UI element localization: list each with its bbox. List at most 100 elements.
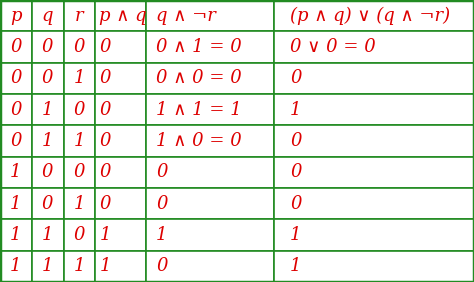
Text: 0: 0 <box>100 101 111 119</box>
Bar <box>32 157 64 188</box>
Bar <box>146 157 274 188</box>
Bar <box>274 188 474 219</box>
Bar <box>0 0 32 31</box>
Text: q ∧ ¬r: q ∧ ¬r <box>156 7 216 25</box>
Bar <box>274 94 474 125</box>
Text: 0: 0 <box>10 132 22 150</box>
Bar <box>64 157 95 188</box>
Text: 0: 0 <box>100 163 111 181</box>
Text: 0: 0 <box>10 38 22 56</box>
Text: 0: 0 <box>156 163 168 181</box>
Bar <box>95 188 146 219</box>
Bar <box>274 251 474 282</box>
Text: 0: 0 <box>156 257 168 275</box>
Bar <box>32 125 64 157</box>
Bar <box>95 0 146 31</box>
Bar <box>32 63 64 94</box>
Bar <box>146 219 274 251</box>
Text: q: q <box>42 7 54 25</box>
Text: 1: 1 <box>42 132 54 150</box>
Bar <box>64 251 95 282</box>
Bar <box>32 31 64 63</box>
Text: 0: 0 <box>42 195 54 213</box>
Text: 1: 1 <box>73 69 85 87</box>
Bar <box>146 63 274 94</box>
Bar <box>274 125 474 157</box>
Bar <box>64 188 95 219</box>
Text: 1: 1 <box>73 195 85 213</box>
Bar <box>95 94 146 125</box>
Text: 0: 0 <box>100 38 111 56</box>
Bar <box>95 157 146 188</box>
Text: 1 ∧ 0 = 0: 1 ∧ 0 = 0 <box>156 132 242 150</box>
Bar <box>95 63 146 94</box>
Bar <box>64 0 95 31</box>
Text: 0: 0 <box>42 163 54 181</box>
Bar <box>146 188 274 219</box>
Bar <box>274 31 474 63</box>
Bar <box>0 157 32 188</box>
Text: 1: 1 <box>73 257 85 275</box>
Bar <box>0 125 32 157</box>
Bar <box>0 31 32 63</box>
Bar <box>146 31 274 63</box>
Bar <box>32 188 64 219</box>
Text: (p ∧ q) ∨ (q ∧ ¬r): (p ∧ q) ∨ (q ∧ ¬r) <box>290 6 450 25</box>
Text: 0: 0 <box>73 226 85 244</box>
Text: 1: 1 <box>10 226 22 244</box>
Bar <box>64 63 95 94</box>
Text: r: r <box>75 7 84 25</box>
Text: 0: 0 <box>10 69 22 87</box>
Text: 1: 1 <box>290 101 301 119</box>
Text: 0: 0 <box>156 195 168 213</box>
Text: 0 ∨ 0 = 0: 0 ∨ 0 = 0 <box>290 38 376 56</box>
Bar <box>0 63 32 94</box>
Text: 0: 0 <box>290 163 301 181</box>
Text: 1: 1 <box>156 226 168 244</box>
Text: 1: 1 <box>42 257 54 275</box>
Bar <box>146 94 274 125</box>
Bar <box>274 219 474 251</box>
Text: 0: 0 <box>42 38 54 56</box>
Text: 0: 0 <box>100 132 111 150</box>
Text: p ∧ q: p ∧ q <box>100 7 147 25</box>
Bar <box>146 251 274 282</box>
Bar <box>146 125 274 157</box>
Text: 1: 1 <box>10 257 22 275</box>
Bar <box>32 251 64 282</box>
Text: 0: 0 <box>290 195 301 213</box>
Bar <box>146 0 274 31</box>
Bar <box>64 219 95 251</box>
Text: p: p <box>10 7 22 25</box>
Bar <box>274 0 474 31</box>
Text: 1: 1 <box>100 226 111 244</box>
Bar <box>32 0 64 31</box>
Text: 0: 0 <box>73 38 85 56</box>
Bar <box>95 251 146 282</box>
Text: 0: 0 <box>290 132 301 150</box>
Text: 0 ∧ 0 = 0: 0 ∧ 0 = 0 <box>156 69 242 87</box>
Bar <box>64 94 95 125</box>
Bar <box>0 94 32 125</box>
Bar <box>64 125 95 157</box>
Bar <box>274 157 474 188</box>
Bar <box>95 219 146 251</box>
Bar <box>0 188 32 219</box>
Text: 1: 1 <box>42 226 54 244</box>
Bar <box>95 31 146 63</box>
Bar <box>32 94 64 125</box>
Bar <box>0 219 32 251</box>
Bar <box>64 31 95 63</box>
Text: 0: 0 <box>10 101 22 119</box>
Text: 1: 1 <box>10 195 22 213</box>
Bar <box>274 63 474 94</box>
Bar <box>95 125 146 157</box>
Bar <box>32 219 64 251</box>
Text: 0: 0 <box>42 69 54 87</box>
Text: 0: 0 <box>100 195 111 213</box>
Text: 0: 0 <box>73 101 85 119</box>
Bar <box>0 251 32 282</box>
Text: 1: 1 <box>73 132 85 150</box>
Text: 0: 0 <box>73 163 85 181</box>
Text: 1: 1 <box>42 101 54 119</box>
